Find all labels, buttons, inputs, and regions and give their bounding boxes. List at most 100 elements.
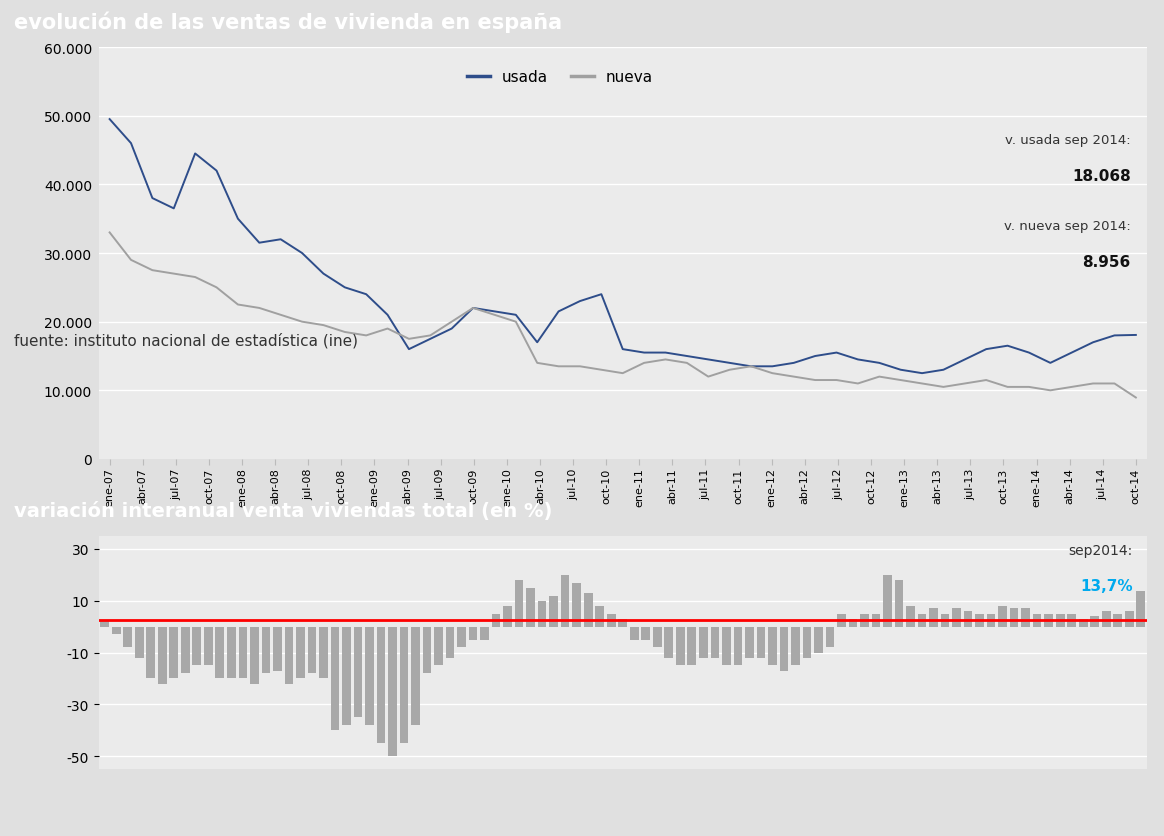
Bar bbox=[538, 601, 546, 627]
Bar bbox=[1079, 619, 1087, 627]
Text: 13,7%: 13,7% bbox=[1080, 579, 1133, 594]
Bar bbox=[274, 627, 282, 670]
Bar bbox=[573, 583, 581, 627]
Text: v. usada sep 2014:: v. usada sep 2014: bbox=[1006, 134, 1131, 146]
Bar bbox=[319, 627, 328, 679]
Bar bbox=[1091, 616, 1099, 627]
Bar bbox=[803, 627, 811, 658]
Bar bbox=[952, 609, 961, 627]
Bar bbox=[1010, 609, 1018, 627]
Bar bbox=[469, 627, 477, 640]
Bar bbox=[606, 614, 616, 627]
Bar bbox=[987, 614, 995, 627]
Bar bbox=[710, 627, 719, 658]
Bar bbox=[837, 614, 846, 627]
Text: variación interanual venta viviendas total (en %): variación interanual venta viviendas tot… bbox=[14, 502, 553, 520]
Bar bbox=[100, 622, 109, 627]
Bar bbox=[895, 580, 903, 627]
Bar bbox=[446, 627, 454, 658]
Bar bbox=[872, 614, 880, 627]
Bar bbox=[135, 627, 143, 658]
Bar bbox=[147, 627, 155, 679]
Bar bbox=[849, 619, 858, 627]
Bar bbox=[307, 627, 317, 674]
Bar bbox=[814, 627, 823, 653]
Bar bbox=[757, 627, 765, 658]
Bar bbox=[180, 627, 190, 674]
Bar bbox=[792, 627, 800, 665]
Bar bbox=[1114, 614, 1122, 627]
Bar bbox=[262, 627, 270, 674]
Bar bbox=[688, 627, 696, 665]
Bar bbox=[239, 627, 247, 679]
Bar bbox=[917, 614, 927, 627]
Bar bbox=[491, 614, 501, 627]
Bar bbox=[342, 627, 350, 725]
Bar bbox=[377, 627, 385, 743]
Bar bbox=[354, 627, 362, 717]
Bar bbox=[434, 627, 442, 665]
Bar bbox=[1021, 609, 1030, 627]
Bar bbox=[700, 627, 708, 658]
Legend: usada, nueva: usada, nueva bbox=[461, 64, 659, 91]
Bar bbox=[975, 614, 984, 627]
Bar bbox=[365, 627, 374, 725]
Bar bbox=[215, 627, 225, 679]
Bar bbox=[204, 627, 213, 665]
Bar bbox=[481, 627, 489, 640]
Bar bbox=[561, 575, 569, 627]
Bar bbox=[768, 627, 776, 665]
Bar bbox=[296, 627, 305, 679]
Bar bbox=[1044, 614, 1053, 627]
Bar bbox=[584, 594, 592, 627]
Bar bbox=[123, 627, 132, 648]
Bar bbox=[999, 606, 1007, 627]
Bar bbox=[423, 627, 432, 674]
Bar bbox=[907, 606, 915, 627]
Bar bbox=[733, 627, 743, 665]
Bar bbox=[170, 627, 178, 679]
Bar bbox=[665, 627, 673, 658]
Bar bbox=[1067, 614, 1076, 627]
Bar bbox=[112, 627, 121, 635]
Bar bbox=[250, 627, 258, 684]
Bar bbox=[929, 609, 938, 627]
Bar bbox=[192, 627, 201, 665]
Bar bbox=[549, 596, 558, 627]
Bar bbox=[331, 627, 339, 731]
Text: v. nueva sep 2014:: v. nueva sep 2014: bbox=[1005, 220, 1131, 233]
Bar bbox=[745, 627, 754, 658]
Bar bbox=[1032, 614, 1042, 627]
Bar bbox=[780, 627, 788, 670]
Bar bbox=[514, 580, 524, 627]
Bar bbox=[653, 627, 661, 648]
Bar bbox=[618, 619, 627, 627]
Bar bbox=[284, 627, 293, 684]
Bar bbox=[596, 606, 604, 627]
Bar bbox=[457, 627, 466, 648]
Bar bbox=[860, 614, 868, 627]
Text: fuente: instituto nacional de estadística (ine): fuente: instituto nacional de estadístic… bbox=[14, 333, 359, 349]
Bar bbox=[399, 627, 409, 743]
Text: evolución de las ventas de vivienda en españa: evolución de las ventas de vivienda en e… bbox=[14, 11, 562, 33]
Bar bbox=[941, 614, 950, 627]
Bar bbox=[641, 627, 650, 640]
Text: 18.068: 18.068 bbox=[1072, 169, 1131, 184]
Text: sep2014:: sep2014: bbox=[1069, 543, 1133, 558]
Bar bbox=[1136, 591, 1145, 627]
Bar bbox=[825, 627, 835, 648]
Text: 8.956: 8.956 bbox=[1083, 255, 1131, 270]
Bar bbox=[883, 575, 892, 627]
Bar bbox=[1102, 611, 1110, 627]
Bar bbox=[411, 627, 420, 725]
Bar bbox=[503, 606, 512, 627]
Bar bbox=[526, 588, 535, 627]
Bar bbox=[630, 627, 639, 640]
Bar bbox=[964, 611, 972, 627]
Bar bbox=[227, 627, 235, 679]
Bar bbox=[676, 627, 684, 665]
Bar bbox=[1124, 611, 1134, 627]
Bar bbox=[1056, 614, 1065, 627]
Bar bbox=[158, 627, 166, 684]
Bar bbox=[388, 627, 397, 756]
